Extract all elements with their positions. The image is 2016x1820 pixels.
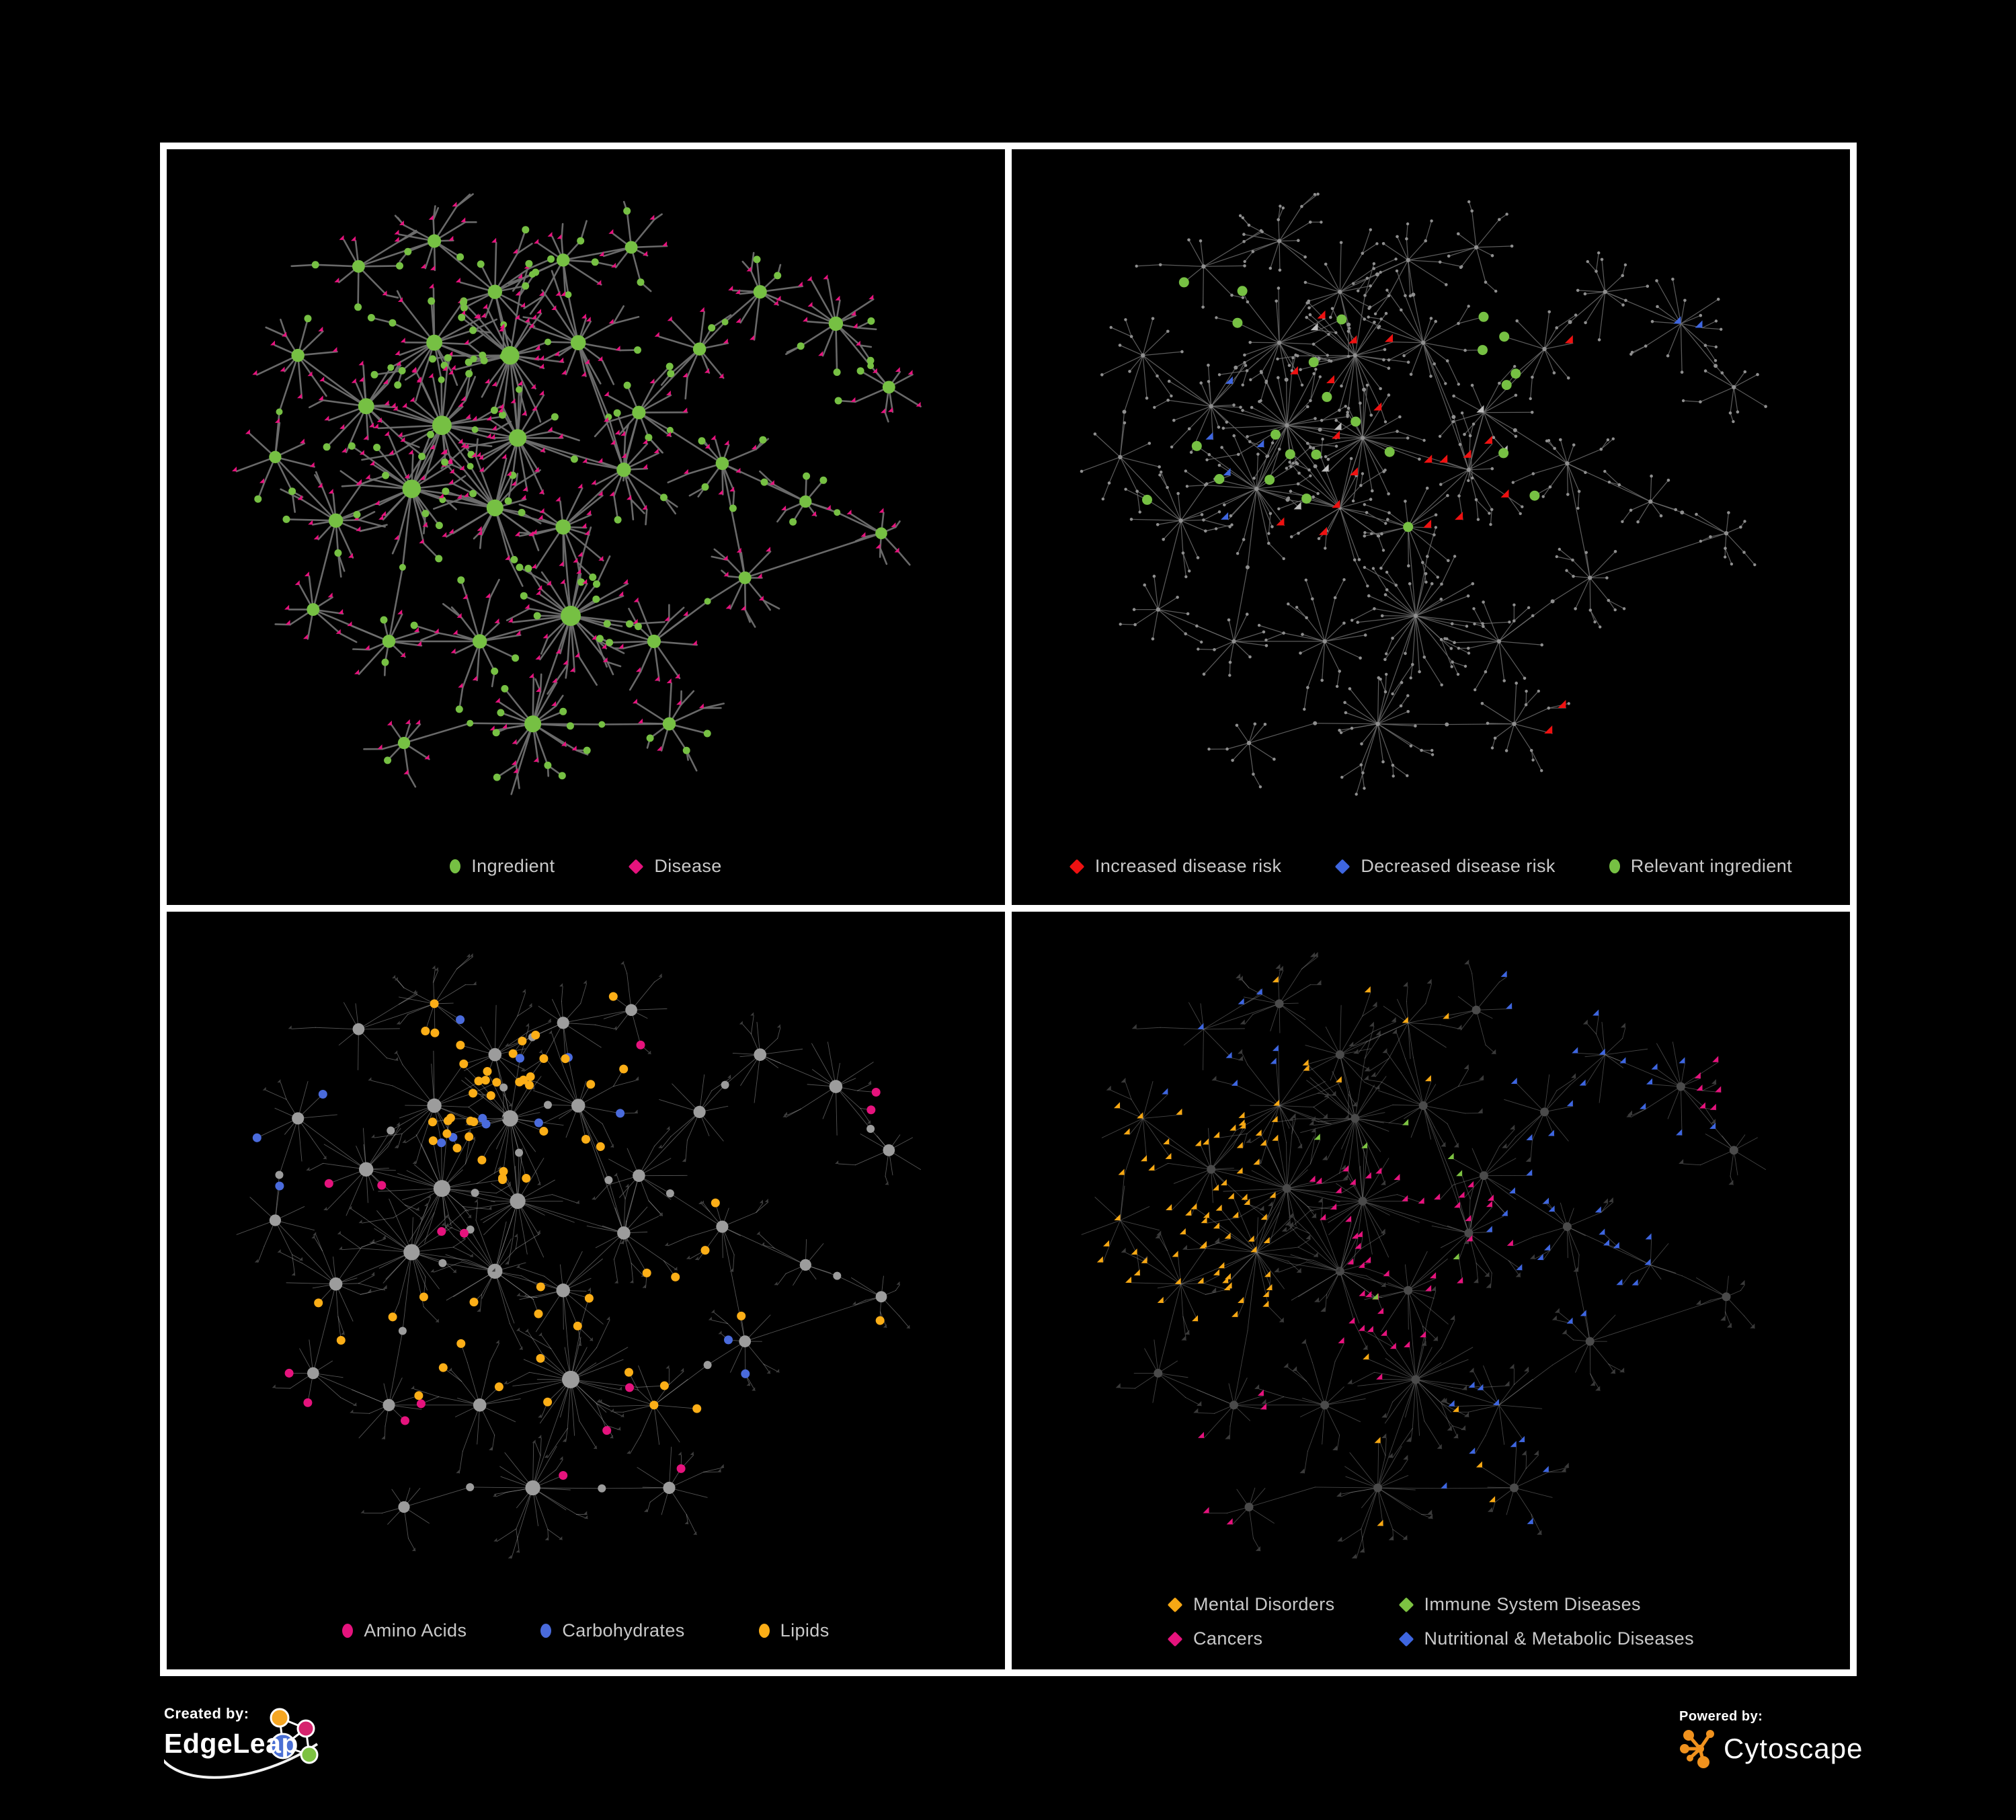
network-graph-disease-risk bbox=[1080, 192, 1767, 796]
edgeleap-wordmark: EdgeLeap bbox=[164, 1728, 298, 1759]
decreased-risk-marker-icon bbox=[1335, 859, 1350, 874]
legend-item: Decreased disease risk bbox=[1335, 856, 1555, 877]
panel-ingredient-disease: Ingredient Disease bbox=[167, 149, 1005, 905]
panel-disease-risk: Increased disease risk Decreased disease… bbox=[1012, 149, 1850, 905]
powered-by-label: Powered by: bbox=[1679, 1709, 1763, 1724]
relevant-ingredient-marker-icon bbox=[1609, 859, 1620, 873]
panels-frame: Ingredient Disease Increased disease ris… bbox=[160, 143, 1857, 1676]
legend-nutrient-classes: Amino Acids Carbohydrates Lipids bbox=[167, 1620, 1005, 1641]
network-graph-ingredient-disease bbox=[232, 149, 922, 795]
legend-item: Amino Acids bbox=[342, 1620, 467, 1641]
legend-label: Relevant ingredient bbox=[1630, 856, 1793, 876]
disease-marker-icon bbox=[629, 859, 644, 874]
increased-risk-marker-icon bbox=[1069, 859, 1085, 874]
legend-label: Disease bbox=[654, 856, 722, 876]
legend-disease-risk: Increased disease risk Decreased disease… bbox=[1012, 856, 1850, 877]
legend-label: Decreased disease risk bbox=[1361, 856, 1556, 876]
legend-label: Ingredient bbox=[471, 856, 555, 876]
legend-item: Nutritional & Metabolic Diseases bbox=[1398, 1628, 1694, 1649]
network-graph-nutrient-classes bbox=[236, 912, 922, 1559]
legend-label: Cancers bbox=[1193, 1628, 1263, 1649]
carbohydrates-marker-icon bbox=[540, 1624, 552, 1638]
panel-disease-categories: Mental Disorders Immune System Diseases … bbox=[1012, 912, 1850, 1669]
legend-disease-categories: Mental Disorders Immune System Diseases … bbox=[1012, 1594, 1850, 1649]
legend-label: Immune System Diseases bbox=[1424, 1594, 1641, 1614]
cytoscape-logo-icon bbox=[1680, 1730, 1714, 1768]
legend-item: Immune System Diseases bbox=[1398, 1594, 1694, 1615]
ingredient-marker-icon bbox=[450, 859, 461, 873]
legend-label: Nutritional & Metabolic Diseases bbox=[1424, 1628, 1694, 1649]
mental-disorders-marker-icon bbox=[1167, 1597, 1183, 1612]
cytoscape-branding: Powered by: Cytoscape bbox=[1679, 1709, 1962, 1790]
amino-acids-marker-icon bbox=[342, 1624, 354, 1638]
legend-ingredient-disease: Ingredient Disease bbox=[167, 856, 1005, 877]
legend-item: Carbohydrates bbox=[540, 1620, 684, 1641]
legend-label: Carbohydrates bbox=[562, 1620, 685, 1640]
edgeleap-branding: Created by: EdgeLeap bbox=[164, 1705, 339, 1813]
panel-nutrient-classes: Amino Acids Carbohydrates Lipids bbox=[167, 912, 1005, 1669]
lipids-marker-icon bbox=[758, 1624, 770, 1638]
legend-item: Mental Disorders bbox=[1167, 1594, 1335, 1615]
cytoscape-wordmark: Cytoscape bbox=[1724, 1733, 1863, 1764]
legend-label: Lipids bbox=[780, 1620, 830, 1640]
created-by-label: Created by: bbox=[164, 1705, 249, 1722]
legend-item: Lipids bbox=[758, 1620, 830, 1641]
legend-item: Relevant ingredient bbox=[1609, 856, 1792, 877]
nutritional-metabolic-marker-icon bbox=[1398, 1631, 1414, 1647]
legend-label: Amino Acids bbox=[364, 1620, 467, 1640]
legend-item: Ingredient bbox=[450, 856, 555, 877]
cancers-marker-icon bbox=[1167, 1631, 1183, 1647]
network-graph-disease-categories bbox=[1081, 912, 1767, 1559]
legend-item: Cancers bbox=[1167, 1628, 1334, 1649]
immune-diseases-marker-icon bbox=[1398, 1597, 1414, 1612]
legend-item: Increased disease risk bbox=[1069, 856, 1282, 877]
legend-item: Disease bbox=[629, 856, 721, 877]
legend-label: Increased disease risk bbox=[1094, 856, 1282, 876]
legend-label: Mental Disorders bbox=[1193, 1594, 1335, 1614]
